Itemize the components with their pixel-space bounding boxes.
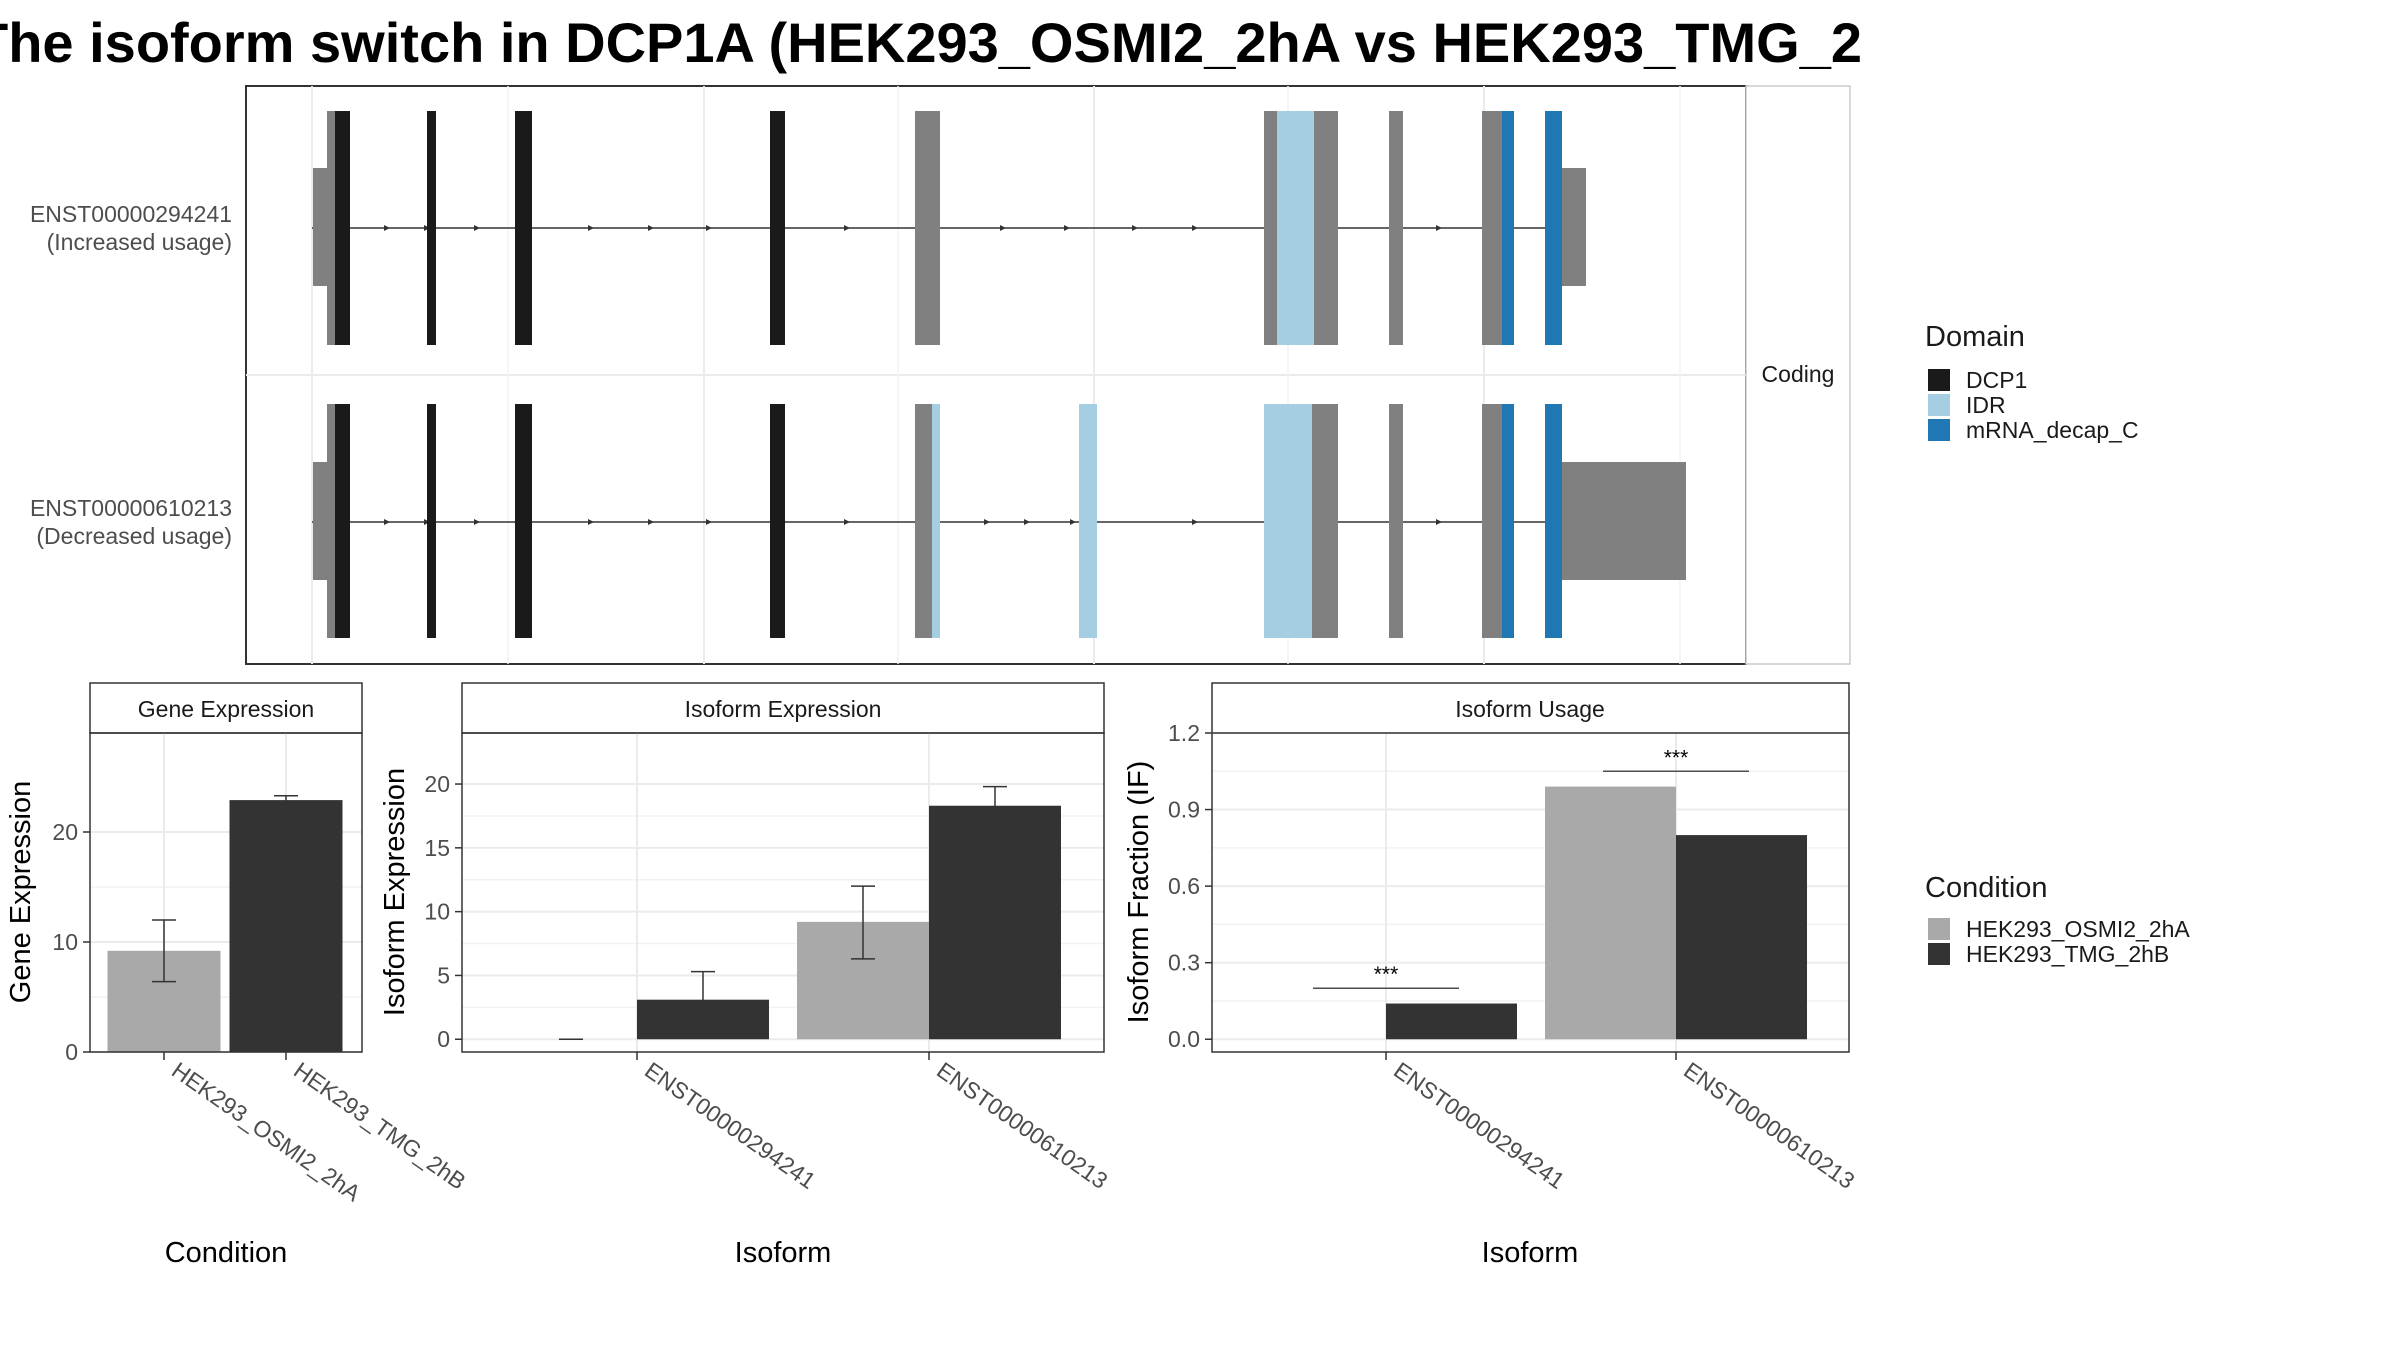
page-title: The isoform switch in DCP1A (HEK293_OSMI… — [0, 11, 1860, 74]
exon-mrna-decap-c — [1502, 111, 1514, 345]
y-axis-title: Isoform Fraction (IF) — [1123, 761, 1155, 1024]
legend-key-mrna-decap-c — [1928, 419, 1950, 441]
bar — [1676, 835, 1807, 1040]
y-tick-label: 20 — [52, 819, 78, 845]
transcript-row-2 — [312, 404, 1686, 638]
exon-dcp1 — [427, 404, 436, 638]
exon — [1264, 111, 1277, 345]
transcript-1-usage: (Increased usage) — [47, 229, 232, 255]
legend-label-osmi2: HEK293_OSMI2_2hA — [1966, 916, 2190, 942]
exon — [915, 404, 932, 638]
isoform-expression-panel: Isoform Expression 0 5 10 15 20 ENST000002942… — [379, 682, 1113, 1269]
significance-label: *** — [1374, 963, 1399, 986]
y-axis-title: Isoform Expression — [379, 768, 411, 1016]
y-tick-label: 0.0 — [1168, 1026, 1200, 1052]
x-tick-label: ENST00000294241 — [1389, 1057, 1569, 1194]
condition-legend-title: Condition — [1925, 872, 2048, 904]
x-axis-title: Isoform — [1482, 1237, 1579, 1269]
panel-title: Gene Expression — [138, 696, 314, 722]
legend-key-idr — [1928, 394, 1950, 416]
exon-mrna-decap-c — [1545, 404, 1562, 638]
x-tick-label: ENST00000610213 — [932, 1057, 1112, 1194]
utr-3prime — [1562, 168, 1586, 286]
bar — [1386, 1003, 1517, 1040]
legend-label-dcp1: DCP1 — [1966, 367, 2027, 393]
exon-idr — [932, 404, 940, 638]
exon-dcp1 — [427, 111, 436, 345]
y-tick-label: 10 — [52, 929, 78, 955]
exon — [1314, 111, 1338, 345]
exon — [1482, 111, 1502, 345]
exon-dcp1 — [335, 404, 350, 638]
y-tick-label: 1.2 — [1168, 720, 1200, 746]
utr-5prime — [313, 462, 327, 580]
bar — [229, 800, 343, 1052]
y-tick-label: 15 — [424, 835, 450, 861]
panel-strip — [461, 682, 1105, 734]
y-tick-label: 20 — [424, 771, 450, 797]
legend-key-dcp1 — [1928, 369, 1950, 391]
legend-label-idr: IDR — [1966, 392, 2006, 418]
transcript-2-id: ENST00000610213 — [30, 495, 232, 521]
exon — [327, 404, 335, 638]
x-axis-title: Isoform — [735, 1237, 832, 1269]
legend-label-mrna-decap-c: mRNA_decap_C — [1966, 417, 2139, 443]
exon — [1389, 111, 1403, 345]
panel-border — [1211, 732, 1850, 1053]
y-tick-label: 0.6 — [1168, 873, 1200, 899]
panel-strip — [1211, 682, 1850, 734]
panel-strip — [89, 682, 363, 734]
bar — [1545, 786, 1676, 1040]
y-tick-label: 5 — [437, 962, 450, 988]
condition-legend: Condition HEK293_OSMI2_2hA HEK293_TMG_2h… — [1925, 872, 2190, 967]
transcript-row-1 — [312, 111, 1586, 345]
exon-dcp1 — [770, 404, 785, 638]
exon-dcp1 — [770, 111, 785, 345]
legend-key-osmi2 — [1928, 918, 1950, 940]
exon-dcp1 — [515, 404, 532, 638]
x-axis-title: Condition — [165, 1237, 288, 1269]
structure-panel: Coding ENST00000294241 (Increased usage)… — [30, 85, 1851, 665]
strip-label-coding: Coding — [1762, 361, 1835, 387]
panel-border — [89, 732, 363, 1053]
transcript-1-id: ENST00000294241 — [30, 201, 232, 227]
panel-title: Isoform Expression — [685, 696, 882, 722]
x-tick-label: ENST00000294241 — [640, 1057, 820, 1194]
y-tick-label: 0.3 — [1168, 950, 1200, 976]
y-tick-label: 0 — [65, 1039, 78, 1065]
y-tick-label: 0 — [437, 1026, 450, 1052]
exon-idr — [1079, 404, 1097, 638]
legend-label-tmg: HEK293_TMG_2hB — [1966, 941, 2169, 967]
exon-mrna-decap-c — [1545, 111, 1562, 345]
exon — [1312, 404, 1338, 638]
legend-key-tmg — [1928, 943, 1950, 965]
transcript-2-usage: (Decreased usage) — [36, 523, 232, 549]
exon — [1482, 404, 1502, 638]
utr-3prime — [1562, 462, 1686, 580]
panel-title: Isoform Usage — [1455, 696, 1605, 722]
y-axis-title: Gene Expression — [5, 781, 37, 1003]
domain-legend-title: Domain — [1925, 321, 2025, 353]
y-tick-label: 10 — [424, 899, 450, 925]
exon — [1389, 404, 1403, 638]
domain-legend: Domain DCP1 IDR mRNA_decap_C — [1925, 321, 2139, 443]
x-tick-label: ENST00000610213 — [1679, 1057, 1859, 1194]
exon-dcp1 — [515, 111, 532, 345]
bar — [929, 805, 1061, 1040]
exon-idr — [1264, 404, 1312, 638]
facet-strip — [1745, 85, 1851, 665]
intron-arrows — [384, 225, 1442, 231]
isoform-usage-panel: Isoform Usage 0.0 0.3 0.6 0.9 1.2 *** *** ENST0… — [1123, 682, 1860, 1269]
exon — [915, 111, 940, 345]
y-tick-label: 0.9 — [1168, 797, 1200, 823]
exon — [327, 111, 335, 345]
intron-arrows — [384, 519, 1442, 525]
exon-mrna-decap-c — [1502, 404, 1514, 638]
panel-border — [461, 732, 1105, 1053]
exon-dcp1 — [335, 111, 350, 345]
significance-label: *** — [1664, 746, 1689, 769]
utr-5prime — [313, 168, 327, 286]
exon-idr — [1277, 111, 1314, 345]
